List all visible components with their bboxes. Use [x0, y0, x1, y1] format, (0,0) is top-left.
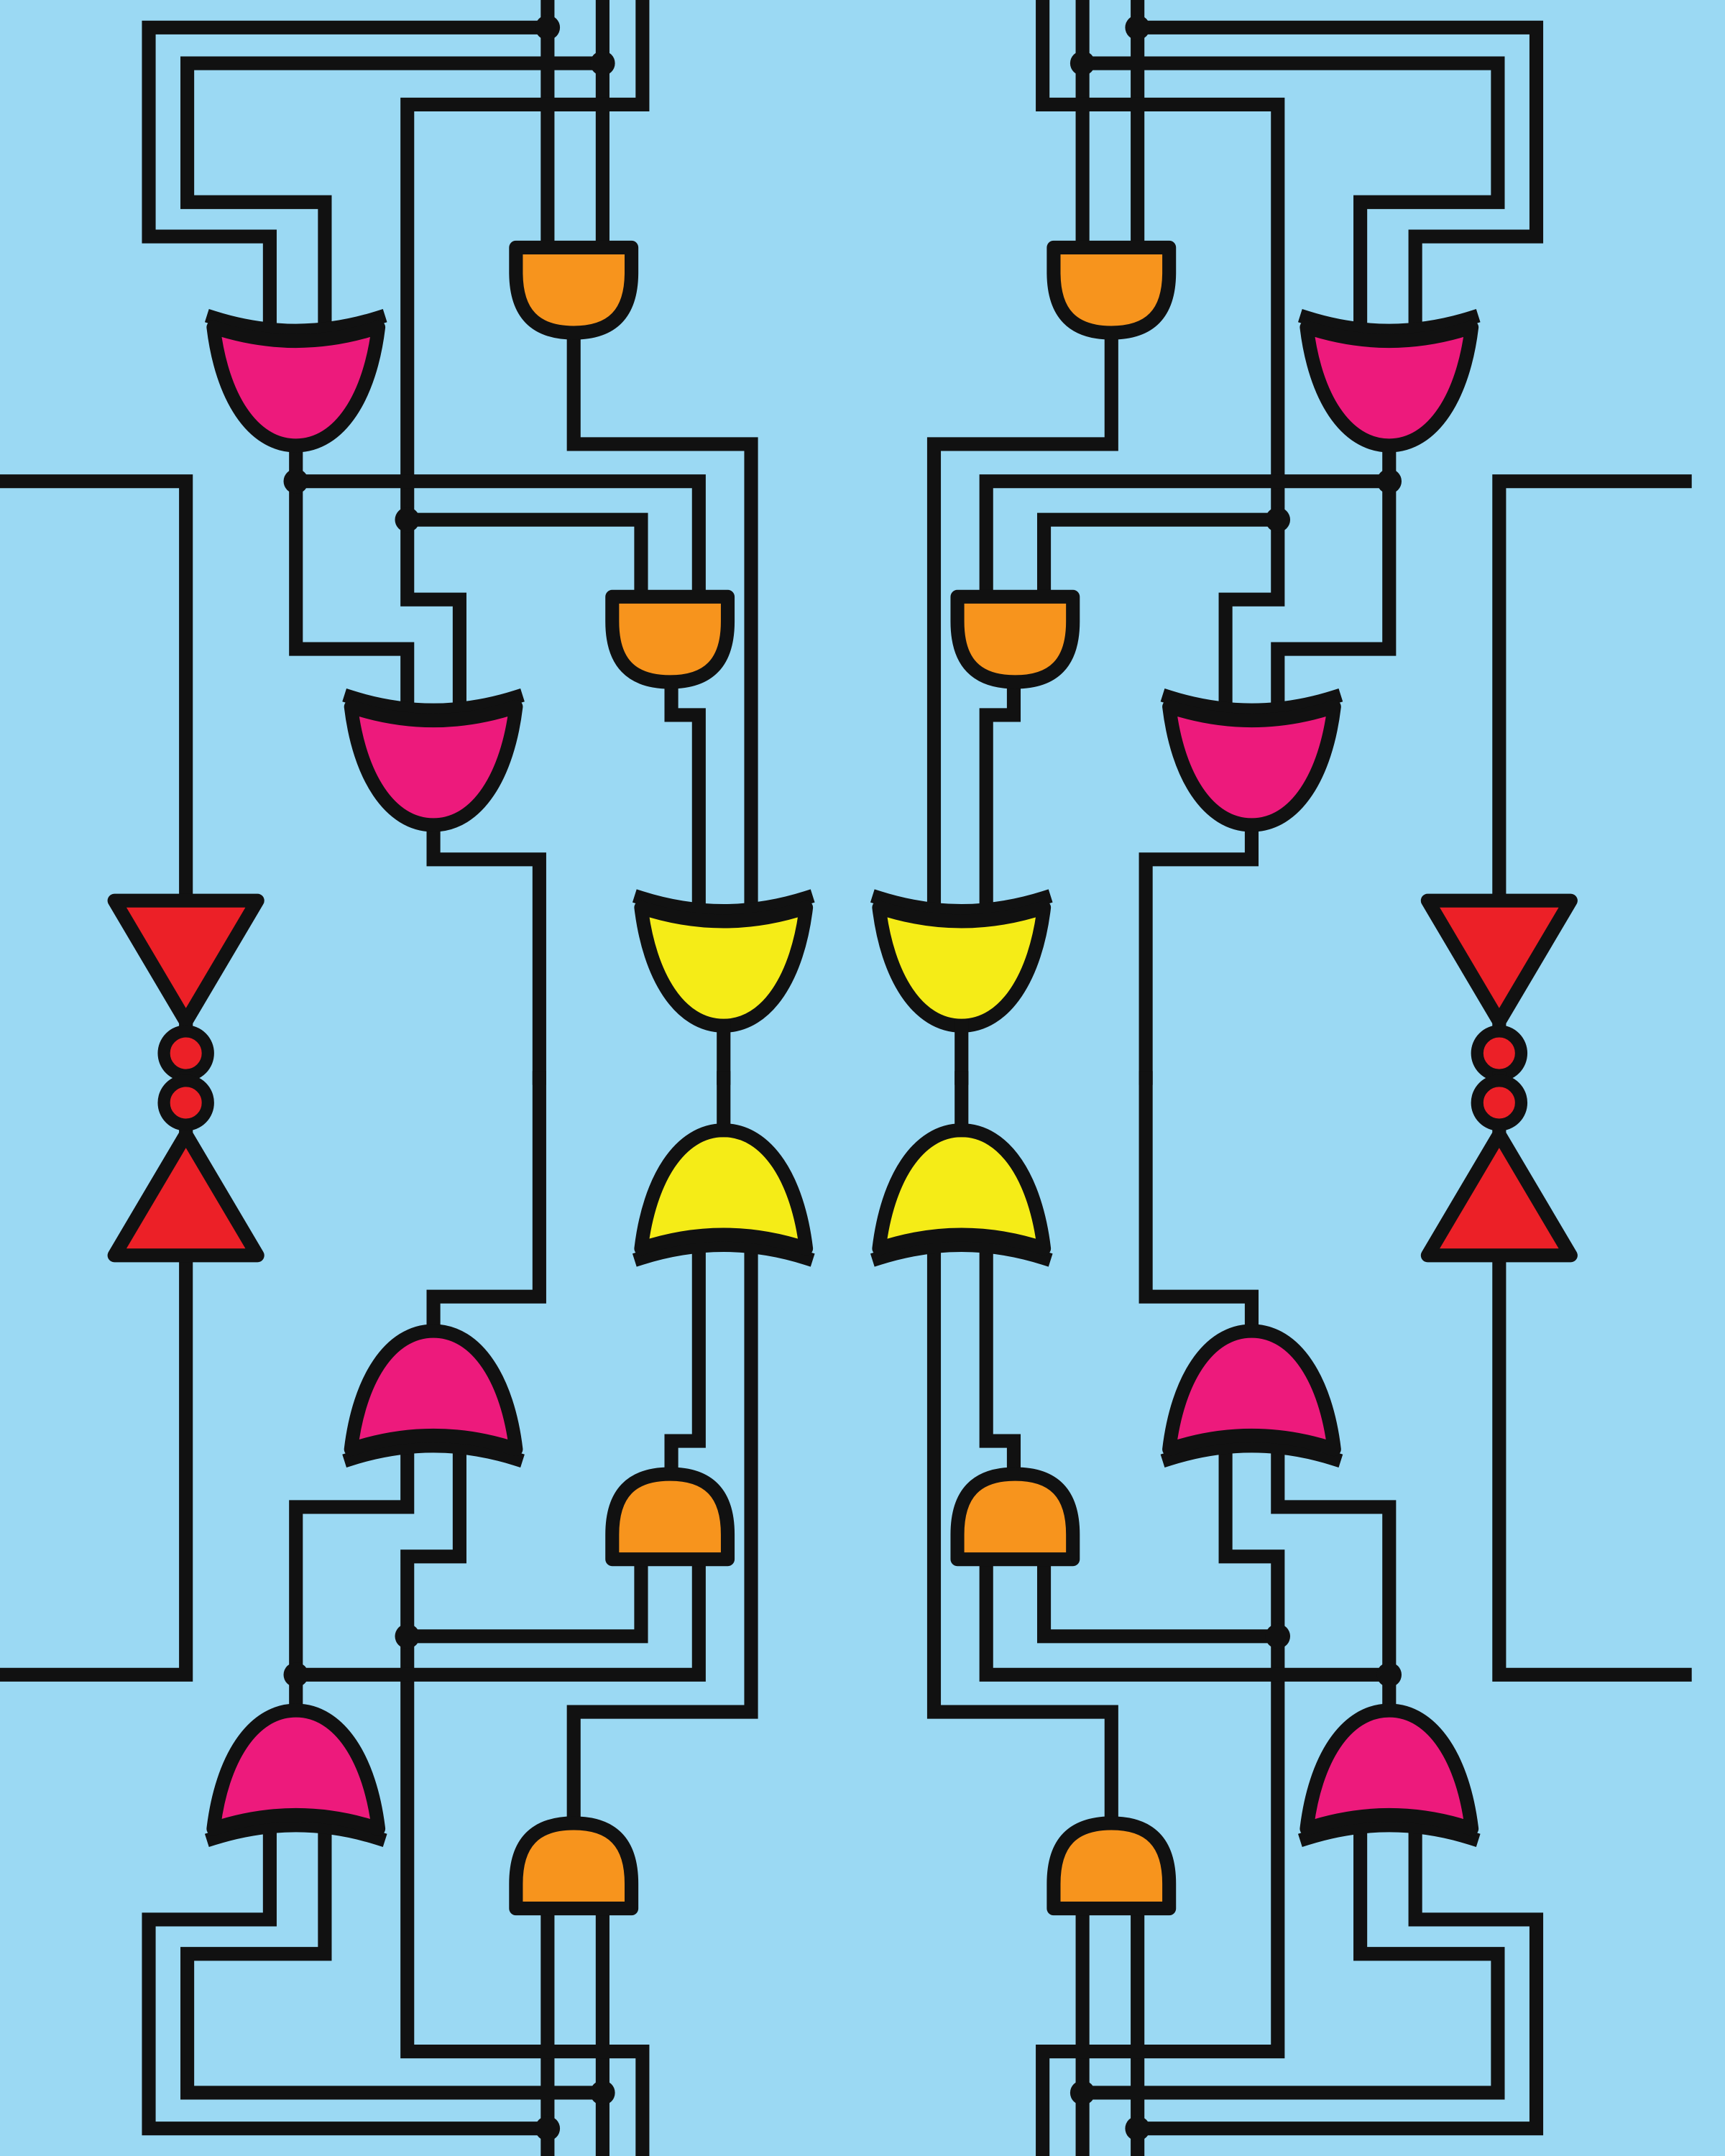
circuit-quadrant-bottom-right [879, 1078, 1685, 2156]
inverting-buffer [114, 900, 257, 1082]
or-gate-pink-1 [213, 318, 379, 446]
or-gate-pink-2 [351, 697, 516, 825]
circuit-quadrant-top-left [0, 0, 806, 1085]
and-gate-2 [612, 596, 728, 682]
circuit-quadrant-bottom-left [0, 1078, 806, 2156]
circuit-quadrant-top-right [879, 0, 1685, 1078]
or-gate-yellow [641, 898, 806, 1026]
wire-junctions [283, 15, 615, 533]
and-gate-1 [516, 247, 632, 333]
